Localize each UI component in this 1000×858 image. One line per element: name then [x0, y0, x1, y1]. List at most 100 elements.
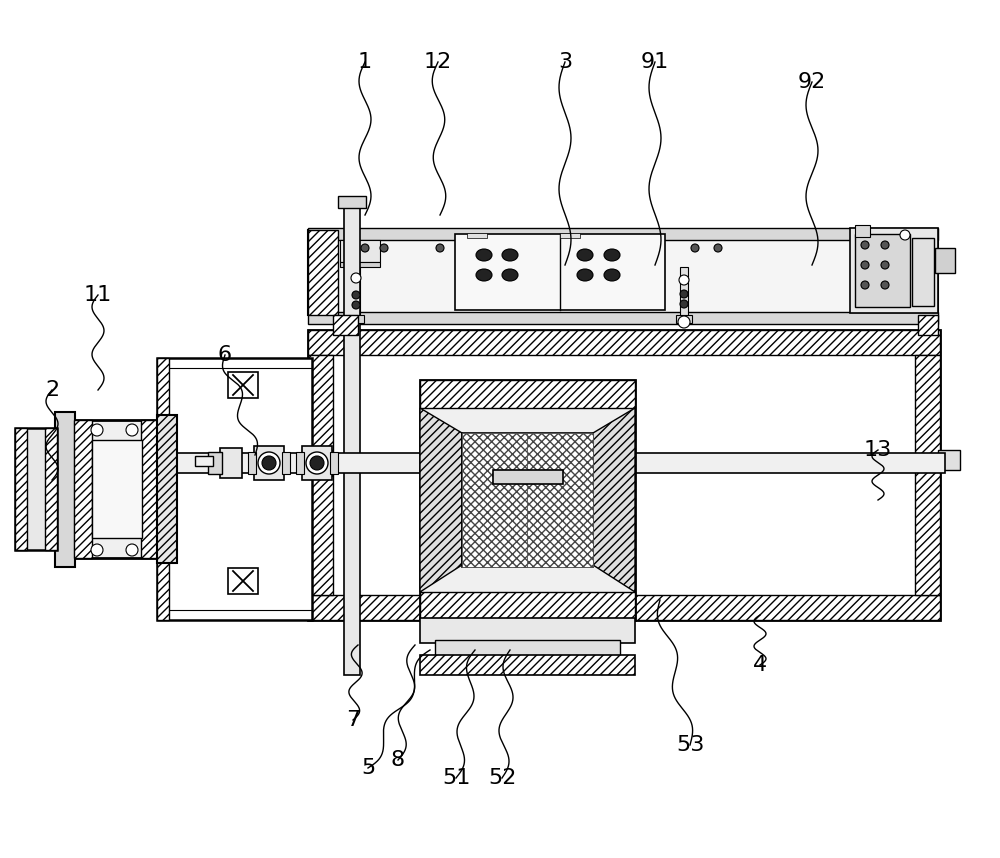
Circle shape: [91, 544, 103, 556]
Bar: [344, 200, 360, 675]
Bar: [15, 428, 27, 550]
Bar: [157, 358, 169, 620]
Text: 13: 13: [864, 440, 892, 460]
Circle shape: [310, 456, 324, 470]
Bar: [248, 452, 256, 474]
Circle shape: [91, 424, 103, 436]
Bar: [330, 452, 338, 474]
Bar: [462, 433, 527, 567]
Text: 91: 91: [641, 52, 669, 72]
Text: 51: 51: [442, 768, 470, 788]
Bar: [915, 355, 940, 595]
Circle shape: [680, 300, 688, 308]
Bar: [220, 448, 242, 478]
Ellipse shape: [502, 249, 518, 261]
Bar: [282, 452, 290, 474]
Circle shape: [346, 316, 358, 328]
Bar: [208, 452, 222, 474]
Bar: [455, 234, 665, 310]
Bar: [938, 450, 960, 470]
Bar: [74, 420, 159, 558]
Bar: [55, 412, 75, 567]
Bar: [560, 233, 580, 238]
Text: 12: 12: [424, 52, 452, 72]
Ellipse shape: [604, 249, 620, 261]
Bar: [308, 355, 333, 595]
Bar: [420, 380, 635, 620]
Bar: [308, 330, 940, 355]
Bar: [302, 446, 332, 480]
Ellipse shape: [502, 269, 518, 281]
Bar: [855, 234, 910, 307]
Bar: [308, 312, 938, 324]
Text: 2: 2: [45, 380, 59, 400]
Circle shape: [861, 281, 869, 289]
Bar: [352, 267, 360, 317]
Bar: [308, 230, 938, 315]
Bar: [420, 592, 635, 620]
Bar: [157, 415, 177, 563]
Bar: [296, 452, 304, 474]
Text: 1: 1: [358, 52, 372, 72]
Bar: [676, 315, 692, 323]
Bar: [74, 420, 92, 558]
Bar: [462, 433, 593, 567]
Text: 3: 3: [558, 52, 572, 72]
Circle shape: [881, 261, 889, 269]
Circle shape: [126, 424, 138, 436]
Bar: [338, 196, 366, 208]
Bar: [527, 433, 593, 567]
Circle shape: [861, 261, 869, 269]
Circle shape: [352, 301, 360, 309]
Polygon shape: [593, 408, 635, 592]
Circle shape: [306, 452, 328, 474]
Text: 5: 5: [361, 758, 375, 778]
Text: 8: 8: [391, 750, 405, 770]
Bar: [435, 640, 620, 658]
Bar: [348, 315, 364, 323]
Bar: [308, 330, 940, 620]
Bar: [850, 228, 938, 313]
Bar: [420, 380, 635, 408]
Text: 7: 7: [346, 710, 360, 730]
Text: 92: 92: [798, 72, 826, 92]
Polygon shape: [420, 408, 462, 592]
Text: 4: 4: [753, 655, 767, 675]
Circle shape: [900, 230, 910, 240]
Text: 52: 52: [488, 768, 516, 788]
Circle shape: [678, 316, 690, 328]
Text: 6: 6: [218, 345, 232, 365]
Circle shape: [258, 452, 280, 474]
Bar: [918, 315, 938, 335]
Bar: [467, 233, 487, 238]
Bar: [680, 267, 688, 317]
Bar: [141, 420, 159, 558]
Circle shape: [361, 244, 369, 252]
Bar: [855, 225, 870, 237]
Text: 53: 53: [676, 735, 704, 755]
Circle shape: [861, 241, 869, 249]
Bar: [420, 655, 635, 675]
Bar: [340, 262, 380, 267]
Bar: [935, 248, 955, 273]
Ellipse shape: [476, 269, 492, 281]
Ellipse shape: [604, 269, 620, 281]
Bar: [195, 456, 213, 466]
Ellipse shape: [577, 249, 593, 261]
Circle shape: [680, 290, 688, 298]
Circle shape: [714, 244, 722, 252]
Text: 11: 11: [84, 285, 112, 305]
Circle shape: [881, 241, 889, 249]
Bar: [92, 440, 142, 538]
Bar: [308, 230, 338, 315]
Bar: [912, 238, 934, 306]
Bar: [228, 372, 258, 398]
Bar: [420, 618, 635, 643]
Bar: [340, 240, 380, 262]
Bar: [254, 446, 284, 480]
Circle shape: [352, 291, 360, 299]
Bar: [45, 428, 57, 550]
Circle shape: [380, 244, 388, 252]
Circle shape: [262, 456, 276, 470]
Ellipse shape: [577, 269, 593, 281]
